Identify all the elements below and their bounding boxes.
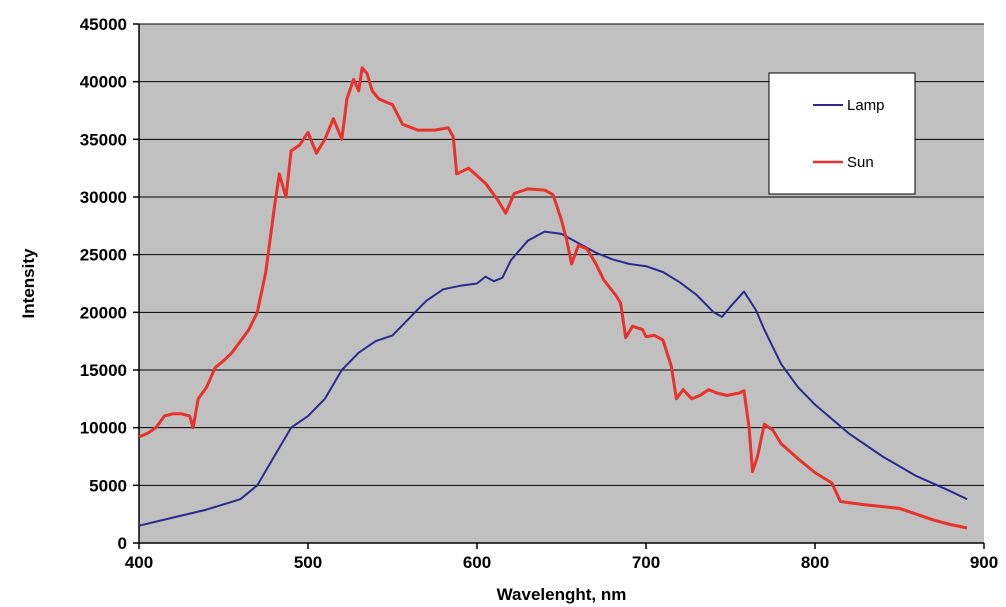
y-tick-label: 15000 (80, 361, 127, 380)
legend: Lamp Sun (768, 72, 916, 195)
legend-label-sun: Sun (847, 154, 874, 171)
axes (133, 23, 985, 549)
x-axis-title: Wavelenght, nm (497, 585, 627, 604)
y-axis-title: Intensity (19, 248, 38, 318)
legend-box (768, 72, 916, 195)
x-tick-label: 400 (125, 553, 153, 572)
y-tick-label: 0 (118, 534, 127, 553)
series-line-sun (138, 66, 968, 530)
x-tick-label: 500 (294, 553, 322, 572)
x-tick-labels: 400 500 600 700 800 900 (125, 553, 998, 572)
x-tick-label: 900 (970, 553, 998, 572)
y-tick-label: 35000 (80, 130, 127, 149)
y-tick-label: 10000 (80, 419, 127, 438)
y-tick-label: 20000 (80, 303, 127, 322)
x-tick-label: 600 (463, 553, 491, 572)
y-tick-labels: 0 5000 10000 15000 20000 25000 30000 35000 40000… (80, 15, 127, 553)
x-tick-label: 800 (801, 553, 829, 572)
y-tick-label: 5000 (89, 476, 127, 495)
y-tick-label: 45000 (80, 15, 127, 34)
legend-label-lamp: Lamp (847, 97, 885, 114)
series-line-lamp (138, 230, 968, 527)
series-lines (138, 66, 968, 530)
y-tick-label: 25000 (80, 246, 127, 265)
y-tick-label: 30000 (80, 188, 127, 207)
y-tick-label: 40000 (80, 73, 127, 92)
x-tick-label: 700 (632, 553, 660, 572)
